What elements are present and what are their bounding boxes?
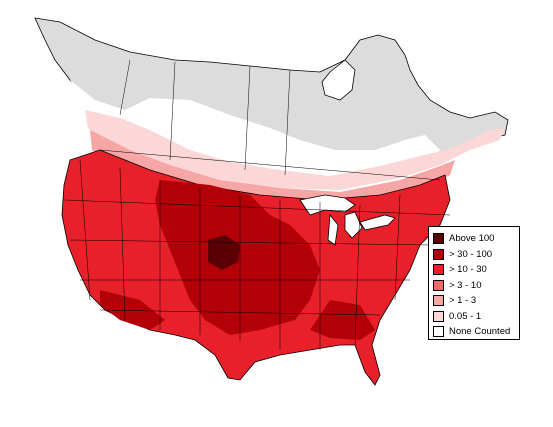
core-dark-region-southwest [100,290,165,330]
legend-swatch [433,310,444,322]
legend-item-1-3: > 1 - 3 [433,293,519,309]
white-band-region [70,80,440,182]
borders [64,59,451,350]
legend: Above 100 > 30 - 100 > 10 - 30 > 3 - 10 … [428,226,520,340]
legend-item-none-counted: None Counted [433,324,519,340]
legend-label: > 3 - 10 [449,279,482,291]
legend-label: Above 100 [449,233,495,244]
legend-item-3-10: > 3 - 10 [433,278,519,294]
legend-item-10-30: > 10 - 30 [433,262,519,278]
legend-label: > 1 - 3 [449,295,477,306]
legend-swatch [433,326,444,338]
legend-swatch [433,264,444,276]
above-100-region [208,235,240,270]
core-dark-region-east [310,300,375,340]
legend-swatch [433,279,444,291]
pale-fringe-region [85,110,505,190]
legend-item-0-05-1: 0.05 - 1 [433,309,519,325]
legend-label: None Counted [449,326,511,337]
legend-item-30-100: > 30 - 100 [433,247,519,263]
legend-label: 0.05 - 1 [449,310,482,322]
hudson-bay [321,59,356,101]
legend-label: > 30 - 100 [449,248,493,260]
legend-swatch [433,248,444,260]
great-lakes [299,194,396,246]
legend-item-above-100: Above 100 [433,231,519,247]
legend-swatch [433,295,444,307]
legend-label: > 10 - 30 [449,264,487,275]
legend-swatch [433,233,444,245]
